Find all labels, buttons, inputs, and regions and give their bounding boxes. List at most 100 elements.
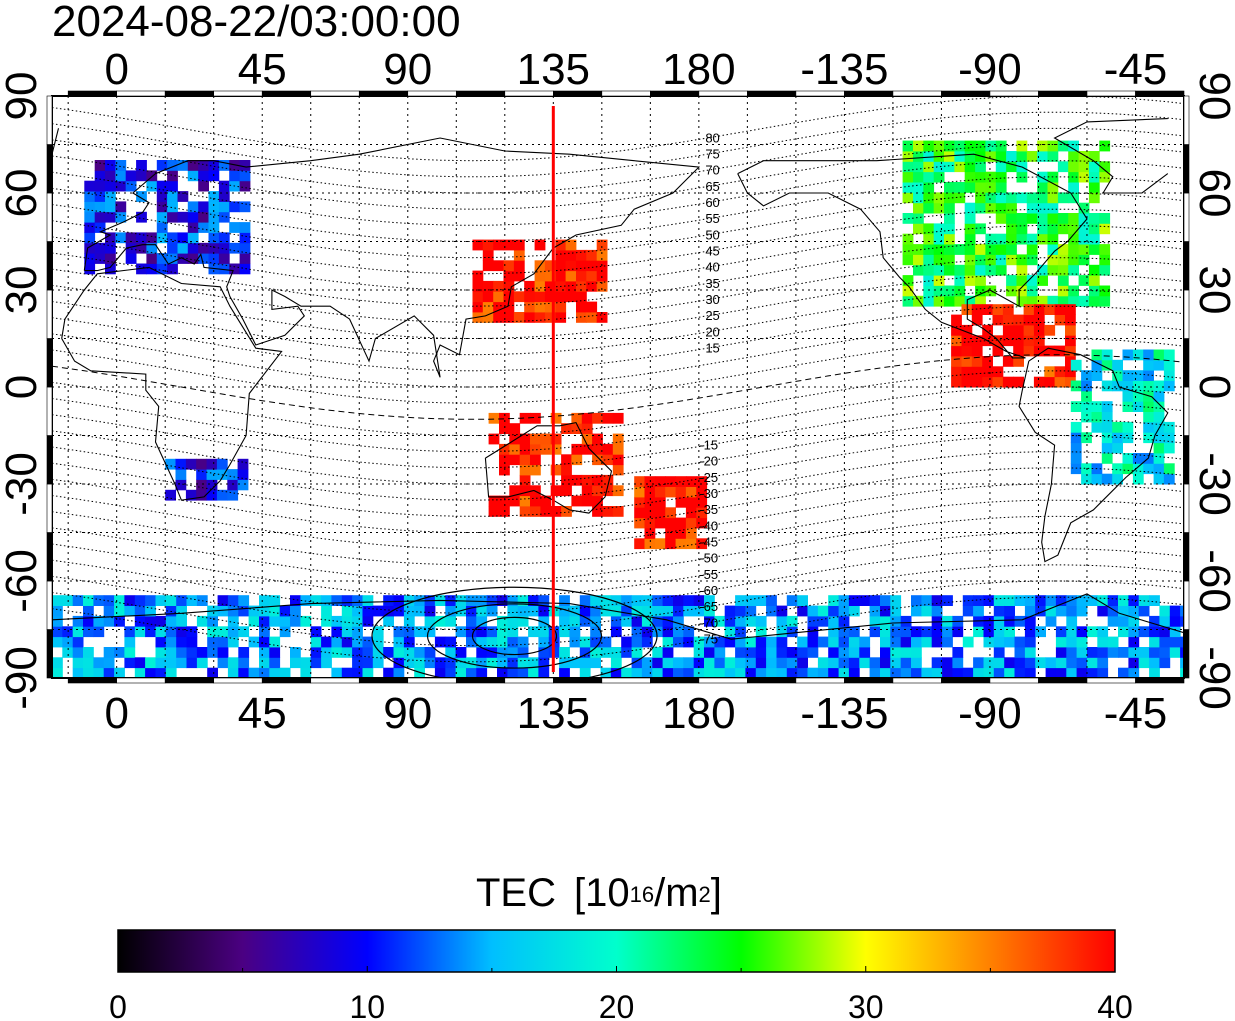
tec-cell <box>1047 254 1059 266</box>
tec-cell <box>933 171 945 183</box>
tec-cell <box>167 191 178 202</box>
tec-cell <box>145 605 156 617</box>
tec-cell <box>933 244 945 255</box>
tec-cell <box>797 595 808 606</box>
tec-cell <box>84 191 96 202</box>
tec-cell <box>1054 314 1066 326</box>
tec-cell <box>455 667 467 678</box>
tec-cell <box>1037 275 1048 286</box>
tec-cell <box>1153 359 1165 371</box>
tec-cell <box>1037 202 1048 214</box>
tec-cell <box>1159 636 1171 648</box>
tec-cell <box>880 647 891 658</box>
tec-cell <box>1006 275 1017 286</box>
tec-cell <box>1091 359 1103 371</box>
tec-cell <box>1006 254 1017 266</box>
tec-cell <box>134 605 146 617</box>
tec-cell <box>507 605 519 617</box>
tec-cell <box>983 657 995 669</box>
tec-cell <box>176 647 187 658</box>
tec-cell <box>176 626 187 638</box>
tec-cell <box>1065 324 1076 336</box>
tec-cell <box>146 242 158 254</box>
tec-cell <box>1016 171 1028 183</box>
tec-cell <box>1107 595 1119 606</box>
tec-cell <box>913 295 924 307</box>
y-tick-label-right: 90 <box>1190 72 1235 121</box>
tec-cell <box>675 496 687 508</box>
tec-cell <box>476 657 488 669</box>
mag-lat-label: 30 <box>705 292 719 307</box>
tec-cell <box>902 295 914 307</box>
tec-cell <box>207 626 218 638</box>
tec-cell <box>724 626 736 638</box>
tec-cell <box>136 263 147 275</box>
tec-cell <box>683 667 695 678</box>
tec-cell <box>217 636 229 648</box>
tec-cell <box>331 595 343 606</box>
tec-cell <box>555 301 567 313</box>
tec-cell <box>519 464 531 476</box>
mag-lat-label: 60 <box>705 195 719 210</box>
tec-cell <box>331 647 343 658</box>
tec-cell <box>259 657 270 669</box>
tec-cell <box>341 667 353 678</box>
mag-lat-label: -40 <box>699 518 718 533</box>
tec-cell <box>654 476 666 487</box>
tec-cell <box>176 605 187 617</box>
tec-cell <box>880 636 891 648</box>
tec-cell <box>310 626 322 638</box>
mag-lat-label: 35 <box>705 276 719 291</box>
tec-cell <box>1088 161 1100 173</box>
tec-cell <box>913 213 924 224</box>
tec-cell <box>923 275 935 286</box>
tec-cell <box>424 626 436 638</box>
tec-cell <box>530 464 541 476</box>
tec-cell <box>1088 244 1100 255</box>
tec-cell <box>455 647 467 658</box>
tec-cell <box>1081 411 1092 423</box>
tec-cell <box>198 160 209 171</box>
tec-cell <box>1107 605 1119 617</box>
tec-cell <box>1065 304 1076 315</box>
tec-cell <box>1024 605 1036 617</box>
tec-cell <box>1078 275 1090 286</box>
x-tick-label-bottom: 0 <box>104 689 128 738</box>
tec-cell <box>1054 376 1066 388</box>
tec-cell <box>964 202 976 214</box>
tec-cell <box>72 626 84 638</box>
tec-cell <box>156 222 168 233</box>
tec-cell <box>634 486 645 498</box>
tec-cell <box>393 626 405 638</box>
tec-cell <box>954 192 966 204</box>
tec-cell <box>507 667 519 678</box>
tec-cell <box>486 647 498 658</box>
tec-cell <box>105 191 116 202</box>
tec-cell <box>654 507 666 519</box>
mag-lat-label: 75 <box>705 146 719 161</box>
tec-cell <box>1002 376 1014 388</box>
tec-cell <box>1112 463 1123 475</box>
tec-cell <box>1143 463 1154 475</box>
tec-cell <box>848 595 860 606</box>
tec-cell <box>621 595 632 606</box>
tec-cell <box>383 615 394 627</box>
tec-cell <box>982 376 993 388</box>
tec-cell <box>115 180 127 192</box>
tec-cell <box>279 605 291 617</box>
tec-cell <box>550 443 562 455</box>
tec-cell <box>352 647 363 658</box>
tec-cell <box>208 160 220 171</box>
tec-cell <box>1047 233 1059 245</box>
tec-cell <box>634 517 645 529</box>
tec-cell <box>124 595 136 606</box>
tec-cell <box>1045 605 1057 617</box>
tec-cell <box>136 242 147 254</box>
frame-tick-left <box>46 435 53 485</box>
tec-cell <box>1099 223 1111 235</box>
frame-tick-bottom <box>455 677 506 684</box>
tec-cell <box>600 647 612 658</box>
tec-cell <box>786 595 798 606</box>
tec-cell <box>125 253 137 264</box>
tec-cell <box>1002 356 1014 367</box>
